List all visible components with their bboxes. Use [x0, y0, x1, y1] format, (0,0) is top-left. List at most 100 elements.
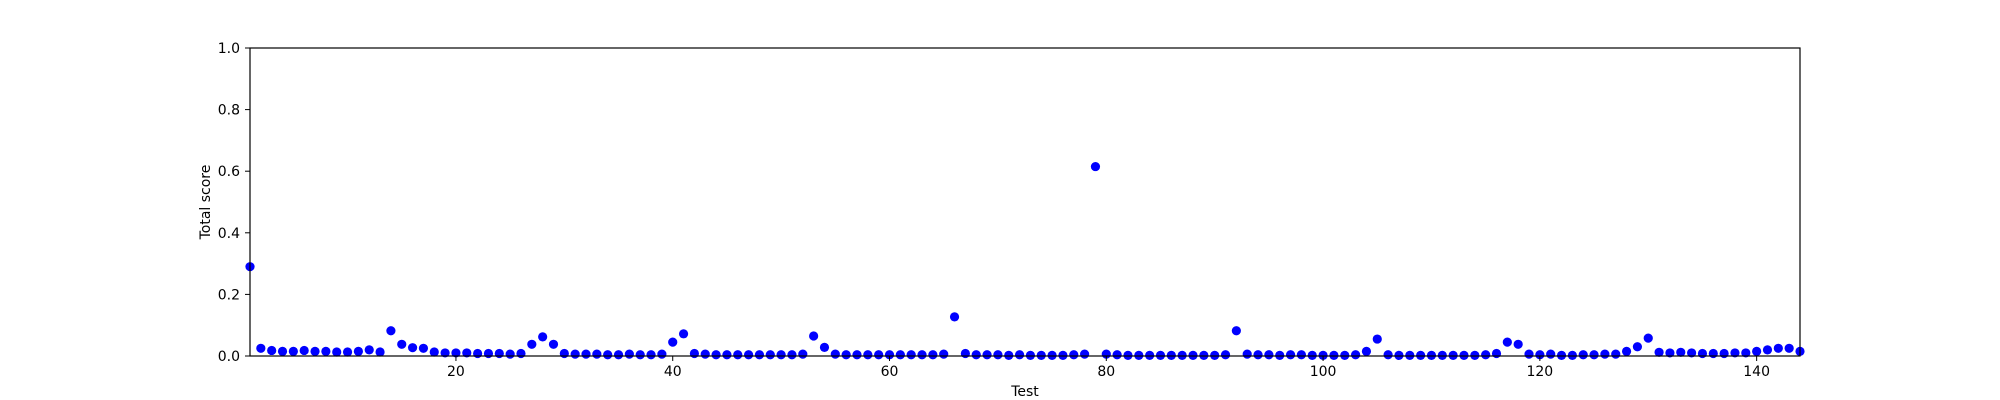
y-tick-label: 0.2	[218, 287, 240, 303]
data-point	[1231, 326, 1241, 336]
data-point	[505, 349, 515, 359]
data-point	[1145, 350, 1155, 360]
data-point	[906, 350, 916, 360]
data-point	[917, 350, 927, 360]
data-point	[1524, 349, 1534, 359]
y-tick-label: 0.4	[218, 226, 240, 242]
data-point	[1383, 350, 1393, 360]
data-point	[1687, 348, 1697, 358]
data-point	[1502, 337, 1512, 347]
data-point	[559, 348, 569, 359]
data-point	[1481, 350, 1491, 360]
data-point	[299, 345, 309, 356]
data-point	[321, 346, 331, 356]
data-point	[1621, 346, 1632, 356]
data-point	[624, 349, 634, 359]
data-point	[1155, 350, 1166, 360]
data-point	[1773, 343, 1783, 353]
data-point	[375, 347, 385, 357]
data-point	[1405, 350, 1415, 360]
x-tick-label: 80	[1097, 364, 1115, 380]
data-point	[613, 350, 624, 360]
data-point	[1416, 350, 1426, 360]
data-point	[1654, 347, 1664, 357]
data-point	[1632, 342, 1643, 352]
data-point	[570, 349, 580, 359]
data-point	[776, 350, 786, 360]
data-point	[440, 348, 450, 358]
data-point	[364, 345, 374, 355]
data-point	[1556, 350, 1567, 360]
data-point	[1470, 350, 1480, 360]
data-point	[1697, 348, 1708, 359]
data-point	[1535, 350, 1545, 360]
data-point	[1036, 350, 1046, 360]
data-point	[744, 350, 754, 360]
data-point	[1513, 339, 1523, 349]
data-point	[1340, 350, 1350, 360]
data-point	[1004, 350, 1014, 360]
data-point	[1264, 350, 1274, 360]
data-point	[1372, 334, 1382, 344]
data-point	[1394, 350, 1404, 360]
data-point	[1134, 350, 1144, 360]
data-point	[1253, 350, 1263, 360]
data-point	[809, 331, 819, 341]
data-point	[538, 332, 548, 342]
data-point	[1578, 350, 1588, 360]
data-point	[397, 339, 407, 349]
data-point	[1426, 350, 1437, 360]
data-point	[603, 350, 613, 360]
data-point	[1318, 350, 1328, 360]
y-tick-label: 1.0	[218, 41, 240, 57]
x-axis: 20 40 60 80 100 120 140	[447, 356, 1770, 380]
data-point	[722, 350, 732, 360]
data-point	[1361, 346, 1372, 356]
data-point	[960, 348, 970, 359]
data-point	[527, 339, 537, 349]
data-point	[841, 350, 851, 360]
data-point	[1123, 350, 1133, 360]
data-point	[1166, 350, 1176, 360]
data-point	[1611, 349, 1621, 359]
y-tick-label: 0.0	[218, 349, 240, 365]
data-point	[852, 350, 862, 360]
data-point	[657, 349, 667, 359]
x-tick-label: 140	[1743, 364, 1770, 380]
data-point	[581, 349, 591, 359]
data-point	[1437, 350, 1447, 360]
data-point	[418, 343, 429, 353]
data-point	[451, 348, 461, 358]
data-point	[798, 349, 808, 359]
data-point	[711, 350, 721, 360]
data-point	[1285, 350, 1296, 360]
data-point	[1643, 333, 1653, 343]
data-point	[668, 337, 678, 347]
data-point	[1014, 350, 1025, 360]
data-point	[1589, 350, 1599, 360]
data-point	[429, 347, 439, 357]
data-point	[256, 343, 266, 353]
data-point	[993, 350, 1003, 360]
data-points	[245, 161, 1805, 360]
data-point	[310, 346, 320, 356]
data-point	[1600, 349, 1610, 359]
data-point	[1448, 350, 1458, 360]
data-point	[863, 350, 873, 360]
data-point	[1730, 348, 1740, 358]
data-point	[787, 350, 797, 360]
data-point	[277, 346, 288, 356]
data-point	[939, 349, 949, 359]
data-point	[1329, 350, 1339, 360]
data-point	[353, 346, 363, 356]
data-point	[1242, 349, 1252, 359]
data-point	[1491, 348, 1502, 359]
data-point	[1210, 350, 1220, 360]
data-point	[1058, 350, 1068, 360]
data-point	[267, 345, 277, 356]
data-point	[332, 347, 342, 357]
data-point	[1177, 350, 1187, 360]
data-point	[1047, 350, 1057, 360]
data-point	[971, 350, 981, 360]
